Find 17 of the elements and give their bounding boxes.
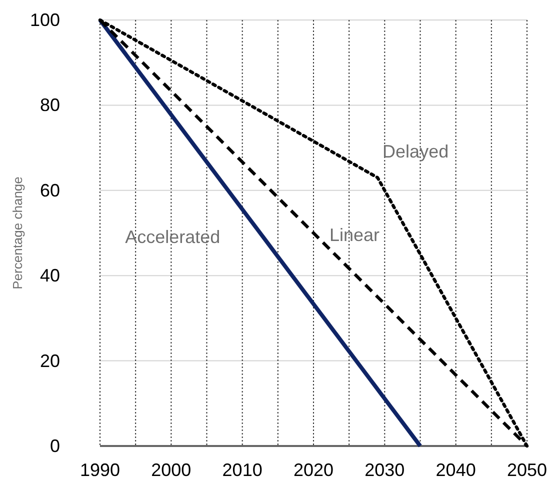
x-tick-label: 2050 [506, 460, 548, 480]
series-label: Linear [330, 225, 380, 245]
y-axis-title: Percentage change [10, 176, 25, 290]
series-label: Accelerated [125, 227, 220, 247]
x-tick-label: 2030 [364, 460, 405, 480]
x-tick-label: 2000 [151, 460, 192, 480]
y-tick-label: 20 [40, 350, 60, 371]
x-tick-label: 2020 [293, 460, 334, 480]
y-tick-label: 0 [50, 436, 60, 456]
y-tick-label: 60 [40, 180, 60, 200]
y-tick-label: 100 [30, 10, 60, 30]
y-tick-label: 80 [40, 95, 60, 116]
x-tick-label: 2040 [436, 460, 476, 480]
x-tick-label: 2010 [222, 460, 262, 480]
y-tick-label: 40 [40, 266, 60, 286]
series-label: Delayed [382, 142, 449, 162]
x-tick-label: 1990 [80, 460, 120, 480]
